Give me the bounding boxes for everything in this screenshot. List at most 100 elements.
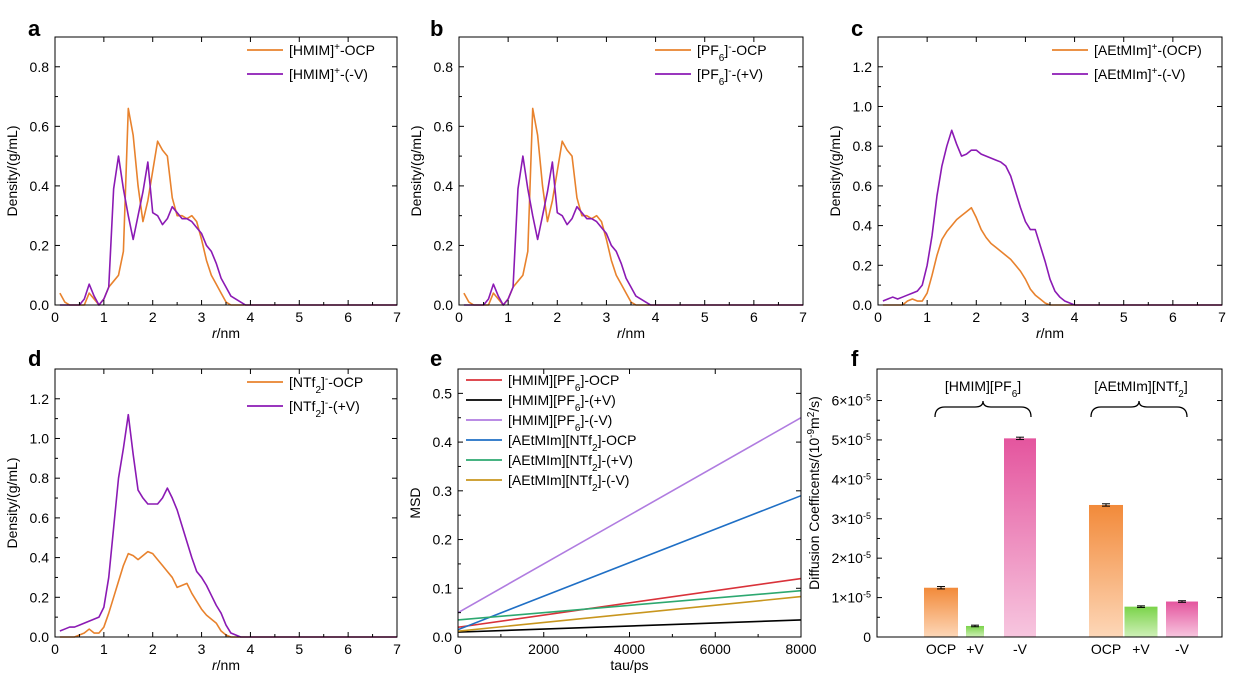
legend-label-c-0-tail: -(OCP) [1157,42,1201,58]
x-axis-title-b: r/nm [617,325,645,341]
legend-label-e-5-sub: 2 [592,483,598,494]
group-label-1-base2: ] [1184,378,1188,394]
legend-label-e-1-base2: ] [580,392,584,408]
x-tick-label-e: 0 [454,641,462,657]
y-tick-label-e: 0.4 [433,434,453,450]
legend-label-e-4-tail: -(+V) [601,452,633,468]
y-tick-label-a: 0.2 [30,237,50,253]
legend-label-e-1-tail: -(+V) [584,392,616,408]
group-label-0-base: [HMIM][PF [945,378,1012,394]
legend-label-e-4: [AEtMIm][NTf2]-(+V) [508,452,633,474]
x-axis-title-r: r [617,325,623,341]
legend-e: [HMIM][PF6]-OCP[HMIM][PF6]-(+V)[HMIM][PF… [466,372,636,494]
y-axis-title-a: Density/(g/mL) [4,125,20,216]
panel-letter-d: d [28,346,41,371]
x-tick-label-a: 4 [247,309,255,325]
category-label-3: OCP [1091,641,1121,657]
panel-c: c 0 1 2 3 4 5 6 7 0.0 0.2 0.4 0.6 0.8 1.0 1.2 r/nm Densit… [827,16,1226,341]
legend-label-c-0-sup: + [1152,42,1158,53]
x-tick-label-d: 1 [100,641,108,657]
series-line-b-0 [463,107,803,306]
plot-frame-e [457,368,802,638]
x-tick-label-a: 2 [149,309,157,325]
legend-label-d-1: [NTf2]--(+V) [289,398,360,420]
legend-label-e-0-base2: ] [580,372,584,388]
legend-label-e-0-sub: 6 [575,383,581,394]
x-axis-title-c: r/nm [1036,325,1064,341]
y-tick-label-f: 3×10-5 [831,511,871,527]
x-axis-title-d: r/nm [212,657,240,673]
panel-e: e 0 2000 4000 6000 8000 0.0 0.1 0.2 0.3 0.4 0.5 tau/… [407,346,817,673]
legend-label-e-0-tail: -OCP [584,372,619,388]
legend-label-e-5-tail: -(-V) [601,472,629,488]
legend-label-b-0-base2: ] [724,42,728,58]
x-tick-label-c: 3 [1022,309,1030,325]
bar-3 [1089,504,1123,637]
legend-label-a-1-base: [HMIM] [289,66,334,82]
legend-label-a-0-tail: -OCP [340,42,375,58]
legend-label-a-1-sup: + [334,66,340,77]
legend-label-e-4-base2: ] [598,452,602,468]
legend-label-b-1-sub: 6 [719,77,725,88]
legend-label-c-0-base: [AEtMIm] [1094,42,1152,58]
x-tick-label-a: 5 [295,309,303,325]
x-tick-label-a: 7 [393,309,401,325]
x-tick-label-e: 6000 [700,641,731,657]
legend-label-b-0-base: [PF [697,42,719,58]
legend-label-e-5-base2: ] [598,472,602,488]
y-tick-exponent: -5 [863,590,871,600]
x-tick-label-d: 2 [149,641,157,657]
legend-label-e-5-base: [AEtMIm][NTf [508,472,592,488]
y-tick-label-c: 1.0 [853,98,873,114]
x-tick-label-d: 6 [344,641,352,657]
bar-4 [1124,606,1158,637]
y-tick-label-f: 1×10-5 [831,590,871,606]
category-label-1: +V [966,641,984,657]
legend-label-e-0-base: [HMIM][PF [508,372,575,388]
legend-label-b-0-sub: 6 [719,53,725,64]
y-tick-mantissa: 1×10 [831,590,863,606]
y-tick-label-b: 0.4 [434,178,454,194]
x-tick-label-b: 3 [603,309,611,325]
x-tick-label-b: 2 [553,309,561,325]
legend-label-d-1-sub: 2 [315,409,321,420]
y-tick-label-d: 0.8 [30,470,50,486]
x-tick-label-c: 2 [972,309,980,325]
x-axis-title-r: r [212,325,218,341]
legend-label-b-0-tail: -OCP [732,42,767,58]
legend-label-e-3-base2: ] [598,432,602,448]
y-tick-label-a: 0.8 [30,59,50,75]
x-tick-label-a: 3 [198,309,206,325]
x-axis-title-e: tau/ps [610,657,648,673]
panel-letter-f: f [851,346,859,371]
legend-label-e-2: [HMIM][PF6]-(-V) [508,412,612,434]
legend-label-e-5: [AEtMIm][NTf2]-(-V) [508,472,629,494]
x-tick-label-b: 7 [799,309,807,325]
y-tick-exponent: -5 [863,393,871,403]
legend-label-a-1-tail: -(-V) [340,66,368,82]
legend-label-b-0-sup: - [728,42,731,53]
panel-a: a 0 1 2 3 4 5 6 7 0.0 0.2 0.4 0.6 0.8 r/nm Density/(g/m… [4,16,401,341]
y-axis-title-f: Diffusion Coefficents/(10-9m2/s) [806,396,823,590]
legend-label-d-0-base2: ] [321,374,325,390]
bar-5 [1166,601,1198,637]
panel-letter-a: a [28,16,41,41]
y-tick-label-b: 0.0 [434,297,454,313]
y-tick-mantissa: 0 [863,629,871,645]
y-tick-label-f: 6×10-5 [831,393,871,409]
panel-b: b 0 1 2 3 4 5 6 7 0.0 0.2 0.4 0.6 0.8 r/nm Density/(g/m… [408,16,807,341]
x-tick-label-b: 4 [652,309,660,325]
category-label-5: -V [1175,641,1190,657]
y-tick-label-a: 0.4 [30,178,50,194]
y-axis-title-b: Density/(g/mL) [408,125,424,216]
group-label-1-sub: 2 [1178,389,1184,400]
plot-frame-f [876,368,1223,638]
x-tick-label-b: 0 [455,309,463,325]
x-tick-label-e: 2000 [528,641,559,657]
y-tick-label-e: 0.1 [433,580,453,596]
legend-label-d-0-sub: 2 [315,385,321,396]
group-label-1: [AEtMIm][NTf2] [1094,378,1187,400]
group-brace-1 [1090,400,1188,418]
y-tick-mantissa: 6×10 [831,393,863,409]
y-title-post: /s) [806,396,822,412]
